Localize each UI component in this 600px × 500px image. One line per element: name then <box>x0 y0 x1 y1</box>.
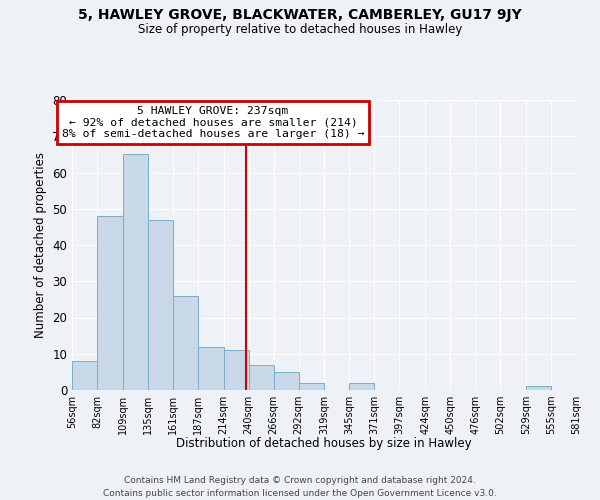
Bar <box>198 346 224 390</box>
Bar <box>148 220 173 390</box>
Bar <box>224 350 248 390</box>
Bar <box>173 296 198 390</box>
Bar <box>349 383 374 390</box>
Text: 5, HAWLEY GROVE, BLACKWATER, CAMBERLEY, GU17 9JY: 5, HAWLEY GROVE, BLACKWATER, CAMBERLEY, … <box>78 8 522 22</box>
Bar <box>299 383 325 390</box>
Bar <box>72 361 97 390</box>
Text: 5 HAWLEY GROVE: 237sqm
← 92% of detached houses are smaller (214)
8% of semi-det: 5 HAWLEY GROVE: 237sqm ← 92% of detached… <box>62 106 364 139</box>
Bar <box>526 386 551 390</box>
Bar <box>97 216 123 390</box>
Bar <box>248 364 274 390</box>
Text: Distribution of detached houses by size in Hawley: Distribution of detached houses by size … <box>176 438 472 450</box>
Text: Contains HM Land Registry data © Crown copyright and database right 2024.: Contains HM Land Registry data © Crown c… <box>124 476 476 485</box>
Y-axis label: Number of detached properties: Number of detached properties <box>34 152 47 338</box>
Text: Size of property relative to detached houses in Hawley: Size of property relative to detached ho… <box>138 22 462 36</box>
Bar <box>274 372 299 390</box>
Text: Contains public sector information licensed under the Open Government Licence v3: Contains public sector information licen… <box>103 489 497 498</box>
Bar <box>123 154 148 390</box>
